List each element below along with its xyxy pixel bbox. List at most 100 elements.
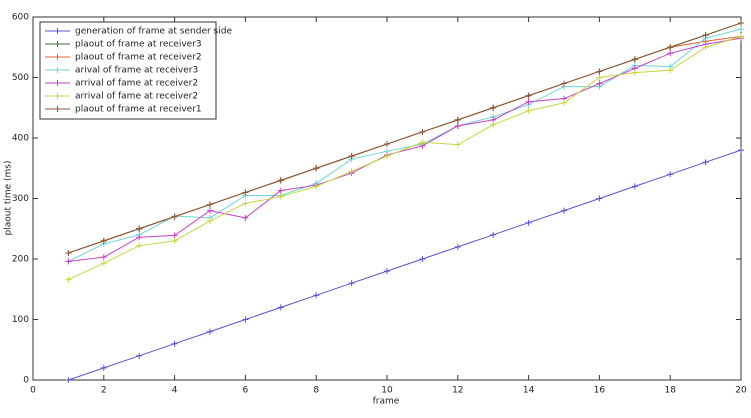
point-marker	[667, 44, 674, 51]
point-marker	[277, 304, 284, 311]
point-marker	[525, 92, 532, 99]
point-marker	[702, 159, 709, 166]
point-marker	[100, 260, 107, 267]
point-marker	[419, 256, 426, 262]
point-marker	[454, 141, 461, 148]
legend-marker	[54, 54, 61, 60]
legend-label: arrival of fame at receiver2	[75, 92, 198, 102]
point-marker	[171, 340, 178, 347]
x-tick-label: 2	[101, 386, 107, 396]
point-marker	[348, 280, 355, 287]
point-marker	[277, 187, 284, 194]
legend-label: arrival of fame at receiver2	[75, 79, 198, 89]
point-marker	[65, 258, 72, 265]
legend-marker	[54, 41, 61, 47]
y-tick-label: 100	[12, 315, 29, 325]
point-marker	[171, 232, 178, 239]
legend-marker	[54, 106, 61, 112]
point-marker	[561, 99, 567, 106]
point-marker	[525, 219, 532, 226]
x-tick-label: 4	[172, 386, 178, 396]
point-marker	[738, 20, 744, 27]
legend-label: generation of frame at sender side	[75, 27, 232, 37]
point-marker	[207, 328, 213, 335]
point-marker	[667, 50, 674, 57]
point-marker	[348, 168, 355, 175]
point-marker	[100, 237, 107, 244]
series-line	[68, 149, 742, 381]
legend-label: plaout of frame at receiver3	[75, 40, 202, 50]
legend-marker	[54, 67, 61, 73]
point-marker	[136, 352, 143, 359]
legend-marker	[54, 80, 61, 86]
point-marker	[419, 128, 426, 135]
point-marker	[171, 213, 178, 220]
y-tick-label: 0	[23, 376, 29, 386]
point-marker	[242, 214, 249, 221]
point-marker	[136, 242, 143, 249]
x-tick-label: 18	[664, 386, 676, 396]
point-marker	[738, 33, 744, 40]
point-marker	[348, 153, 355, 160]
x-tick-label: 14	[523, 386, 535, 396]
point-marker	[277, 177, 284, 184]
point-marker	[596, 195, 603, 202]
point-marker	[136, 234, 143, 241]
y-tick-label: 400	[12, 134, 29, 144]
point-marker	[207, 207, 213, 214]
y-axis-label: plaout time (ms)	[4, 160, 14, 235]
point-marker	[207, 217, 213, 224]
point-marker	[277, 193, 284, 200]
legend-marker	[54, 93, 61, 99]
point-marker	[242, 316, 249, 323]
series-line	[68, 22, 742, 254]
point-marker	[596, 74, 603, 81]
point-marker	[667, 67, 674, 74]
point-marker	[561, 80, 567, 87]
series-line	[68, 35, 742, 281]
point-marker	[242, 189, 249, 196]
point-marker	[313, 165, 320, 172]
point-marker	[667, 171, 674, 178]
point-marker	[65, 249, 72, 256]
point-marker	[525, 98, 532, 105]
x-axis-label: frame	[373, 397, 400, 407]
point-marker	[490, 121, 497, 128]
point-marker	[631, 183, 638, 190]
y-tick-label: 500	[12, 73, 29, 83]
point-marker	[313, 292, 320, 299]
point-marker	[702, 44, 709, 51]
point-marker	[65, 377, 72, 383]
point-marker	[631, 69, 638, 76]
point-marker	[631, 56, 638, 63]
point-marker	[490, 231, 497, 238]
point-marker	[65, 276, 72, 283]
point-marker	[100, 364, 107, 371]
point-marker	[207, 201, 213, 208]
legend-label: arival of frame at receiver3	[75, 66, 198, 76]
y-tick-label: 600	[12, 13, 29, 23]
point-marker	[596, 80, 603, 87]
legend-label: plaout of frame at receiver1	[75, 105, 202, 115]
point-marker	[490, 104, 497, 111]
x-tick-label: 6	[243, 386, 249, 396]
point-marker	[242, 200, 249, 207]
point-marker	[419, 139, 426, 146]
y-tick-label: 300	[12, 194, 29, 204]
point-marker	[313, 183, 320, 190]
legend-label: plaout of frame at receiver2	[75, 53, 202, 63]
point-marker	[454, 243, 461, 250]
x-tick-label: 8	[313, 386, 319, 396]
series-line	[68, 28, 742, 262]
x-tick-label: 10	[381, 386, 393, 396]
point-marker	[384, 141, 390, 148]
legend-marker	[54, 28, 61, 34]
point-marker	[738, 147, 744, 154]
point-marker	[596, 68, 603, 75]
x-tick-label: 16	[594, 386, 606, 396]
series-line	[68, 37, 742, 262]
point-marker	[384, 268, 390, 275]
point-marker	[525, 107, 532, 114]
